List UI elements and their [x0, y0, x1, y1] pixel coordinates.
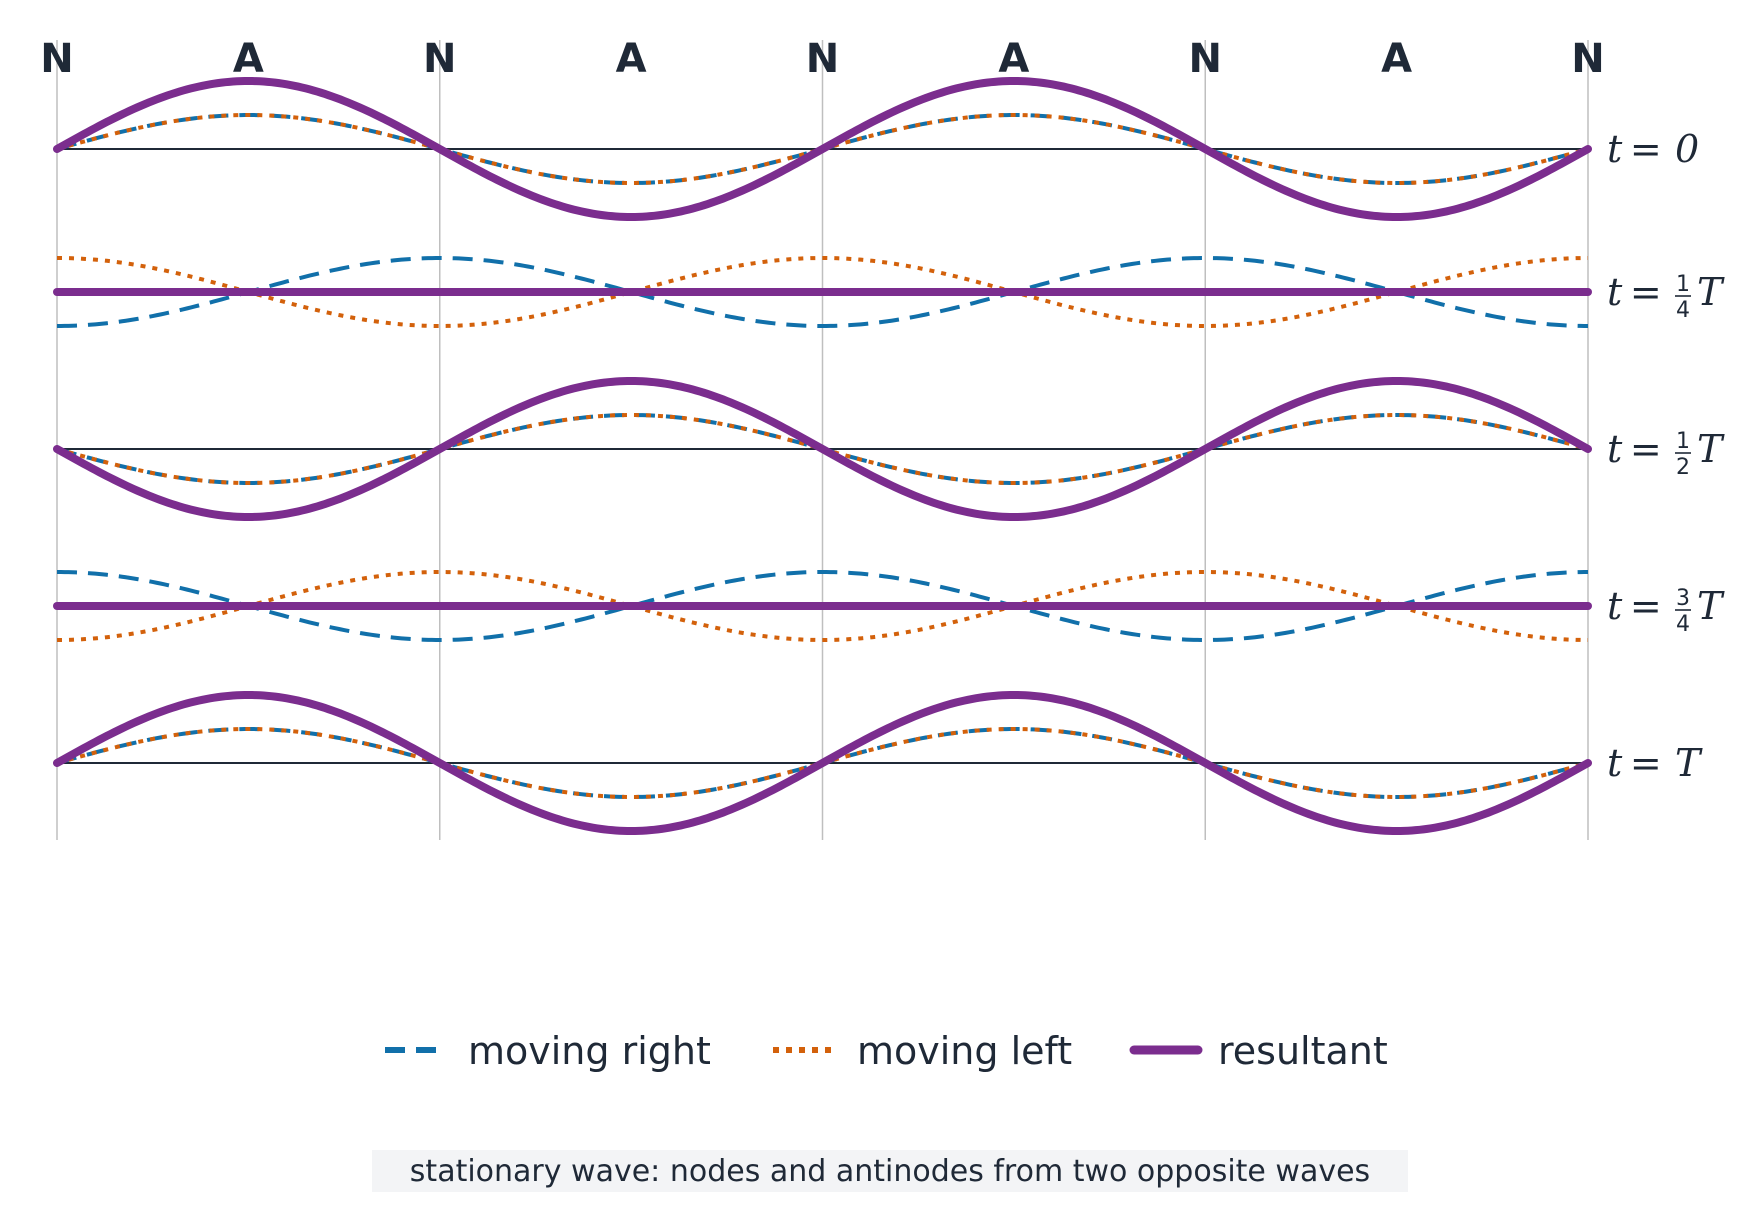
antinode-label: A: [998, 36, 1029, 82]
moving-right-wave: [56, 255, 1589, 329]
time-label-suffix: T: [1697, 584, 1725, 628]
time-label-prefix: t =: [1607, 270, 1669, 314]
time-label-prefix: t =: [1607, 127, 1669, 171]
time-label-value: 0: [1675, 127, 1699, 171]
time-label: t = 12 T: [1607, 427, 1725, 480]
time-row: [53, 376, 1592, 522]
time-labels: t = 0t = 14 Tt = 12 Tt = 34 Tt = T: [1607, 127, 1725, 785]
time-row: [53, 690, 1592, 836]
node-label: N: [806, 36, 839, 82]
resultant-wave: [53, 690, 1592, 836]
legend: moving right moving left resultant: [385, 1029, 1388, 1073]
resultant-wave: [53, 76, 1592, 222]
legend-label-moving-right: moving right: [468, 1029, 711, 1073]
time-label: t = 34 T: [1607, 584, 1725, 637]
time-row: [53, 76, 1592, 222]
fraction-denominator: 4: [1676, 612, 1690, 637]
fraction-numerator: 1: [1676, 272, 1690, 297]
antinode-label: A: [1381, 36, 1412, 82]
time-label-suffix: T: [1697, 427, 1725, 471]
time-row: [53, 569, 1592, 643]
time-snapshot-rows: [53, 76, 1592, 836]
node-label: N: [1571, 36, 1604, 82]
time-label: t = 0: [1607, 127, 1699, 171]
time-label: t = 14 T: [1607, 270, 1725, 323]
caption: stationary wave: nodes and antinodes fro…: [372, 1150, 1408, 1192]
time-label-value: T: [1675, 741, 1703, 785]
time-label-prefix: t =: [1607, 741, 1669, 785]
time-label: t = T: [1607, 741, 1703, 785]
antinode-label: A: [616, 36, 647, 82]
legend-label-resultant: resultant: [1218, 1029, 1388, 1073]
node-label: N: [1189, 36, 1222, 82]
time-row: [53, 255, 1592, 329]
node-antinode-gridlines: [56, 40, 1589, 840]
fraction-numerator: 3: [1676, 586, 1690, 611]
moving-left-wave: [56, 255, 1589, 329]
moving-right-wave: [56, 569, 1589, 643]
time-label-prefix: t =: [1607, 427, 1669, 471]
caption-background: [372, 1150, 1408, 1192]
time-label-prefix: t =: [1607, 584, 1669, 628]
node-label: N: [423, 36, 456, 82]
legend-label-moving-left: moving left: [857, 1029, 1072, 1073]
caption-text: stationary wave: nodes and antinodes fro…: [410, 1154, 1370, 1189]
node-label: N: [40, 36, 73, 82]
fraction-numerator: 1: [1676, 429, 1690, 454]
fraction-denominator: 2: [1676, 455, 1690, 480]
resultant-wave: [53, 376, 1592, 522]
moving-left-wave: [56, 569, 1589, 643]
antinode-label: A: [233, 36, 264, 82]
fraction-denominator: 4: [1676, 298, 1690, 323]
time-label-suffix: T: [1697, 270, 1725, 314]
